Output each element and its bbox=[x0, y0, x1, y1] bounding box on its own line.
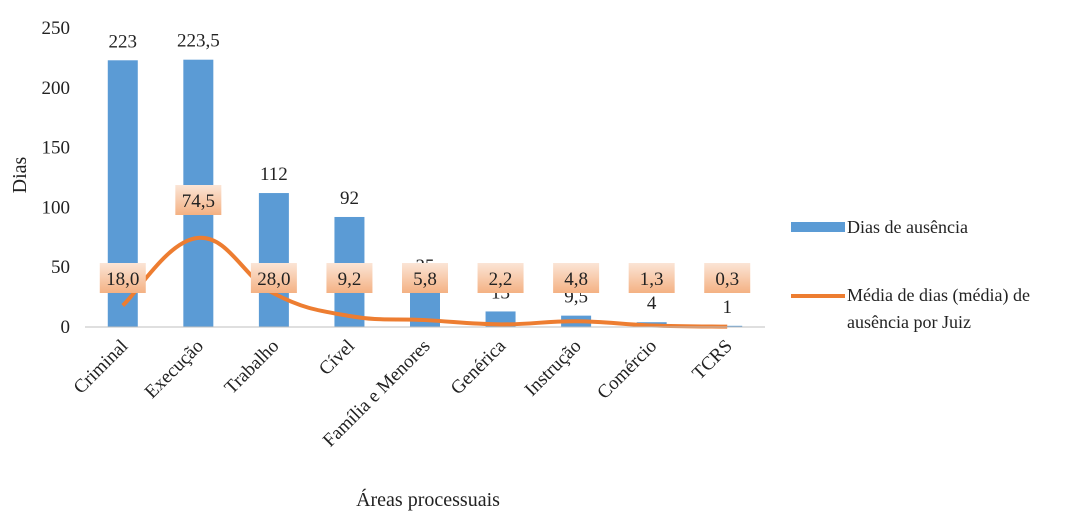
line-value-label: 1,3 bbox=[640, 269, 664, 290]
x-tick-label: TCRS bbox=[688, 336, 736, 384]
legend-label-bars: Dias de ausência bbox=[847, 217, 968, 237]
line-label-box bbox=[250, 263, 297, 293]
y-axis-title: Dias bbox=[9, 156, 31, 193]
legend-label-line: Média de dias (média) de ausência por Ju… bbox=[847, 285, 1034, 332]
bar-value-label: 4 bbox=[647, 293, 657, 314]
line-label-box bbox=[402, 263, 448, 293]
line-value-label: 9,2 bbox=[338, 269, 362, 290]
x-tick-label: Execução bbox=[141, 336, 208, 403]
line-label-box bbox=[175, 185, 222, 215]
line-label-box bbox=[628, 263, 675, 293]
line-value-label: 4,8 bbox=[564, 269, 588, 290]
x-tick-label: Criminal bbox=[70, 336, 133, 399]
series-line bbox=[121, 235, 728, 329]
y-tick-label: 50 bbox=[51, 257, 70, 278]
x-tick-label: Trabalho bbox=[221, 336, 284, 399]
line-value-label: 5,8 bbox=[413, 269, 437, 290]
bar-value-label: 223 bbox=[109, 31, 138, 52]
line-label-box bbox=[477, 263, 524, 293]
bar-value-label: 92 bbox=[340, 188, 359, 209]
legend-label-line-1: Média de dias (média) de bbox=[847, 285, 1030, 306]
y-tick-label: 250 bbox=[42, 18, 71, 39]
y-tick-label: 200 bbox=[42, 78, 71, 99]
line-value-label: 28,0 bbox=[257, 269, 290, 290]
line-layer bbox=[121, 235, 728, 329]
x-tick-label: Comércio bbox=[593, 336, 661, 404]
y-tick-label: 0 bbox=[61, 317, 71, 338]
x-tick-label: Genérica bbox=[447, 335, 511, 399]
line-data-labels: 18,0 74,5 28,0 9,2 5,8 2,2 4,8 1,3 0,3 bbox=[99, 185, 751, 293]
legend: Dias de ausência Média de dias (média) d… bbox=[791, 217, 1034, 332]
line-value-label: 0,3 bbox=[715, 269, 739, 290]
line-value-label: 2,2 bbox=[489, 269, 513, 290]
line-label-box bbox=[99, 263, 146, 293]
legend-label-line-2: ausência por Juiz bbox=[847, 312, 971, 332]
bar-value-label: 1 bbox=[722, 297, 732, 318]
bar-value-label: 112 bbox=[260, 164, 288, 185]
legend-swatch-bars bbox=[791, 222, 845, 232]
bar-value-label: 223,5 bbox=[177, 31, 220, 52]
line-label-box bbox=[704, 263, 751, 293]
x-axis-title: Áreas processuais bbox=[356, 488, 500, 511]
y-tick-labels: 0 50 100 150 200 250 bbox=[42, 18, 71, 338]
bar bbox=[258, 193, 289, 327]
y-tick-label: 100 bbox=[42, 197, 71, 218]
line-value-label: 74,5 bbox=[182, 191, 215, 212]
line-label-box bbox=[553, 263, 600, 293]
line-value-label: 18,0 bbox=[106, 269, 139, 290]
line-label-box bbox=[326, 263, 373, 293]
x-tick-label: Instrução bbox=[521, 336, 586, 401]
x-tick-label: Cível bbox=[315, 336, 359, 380]
y-tick-label: 150 bbox=[42, 138, 71, 159]
